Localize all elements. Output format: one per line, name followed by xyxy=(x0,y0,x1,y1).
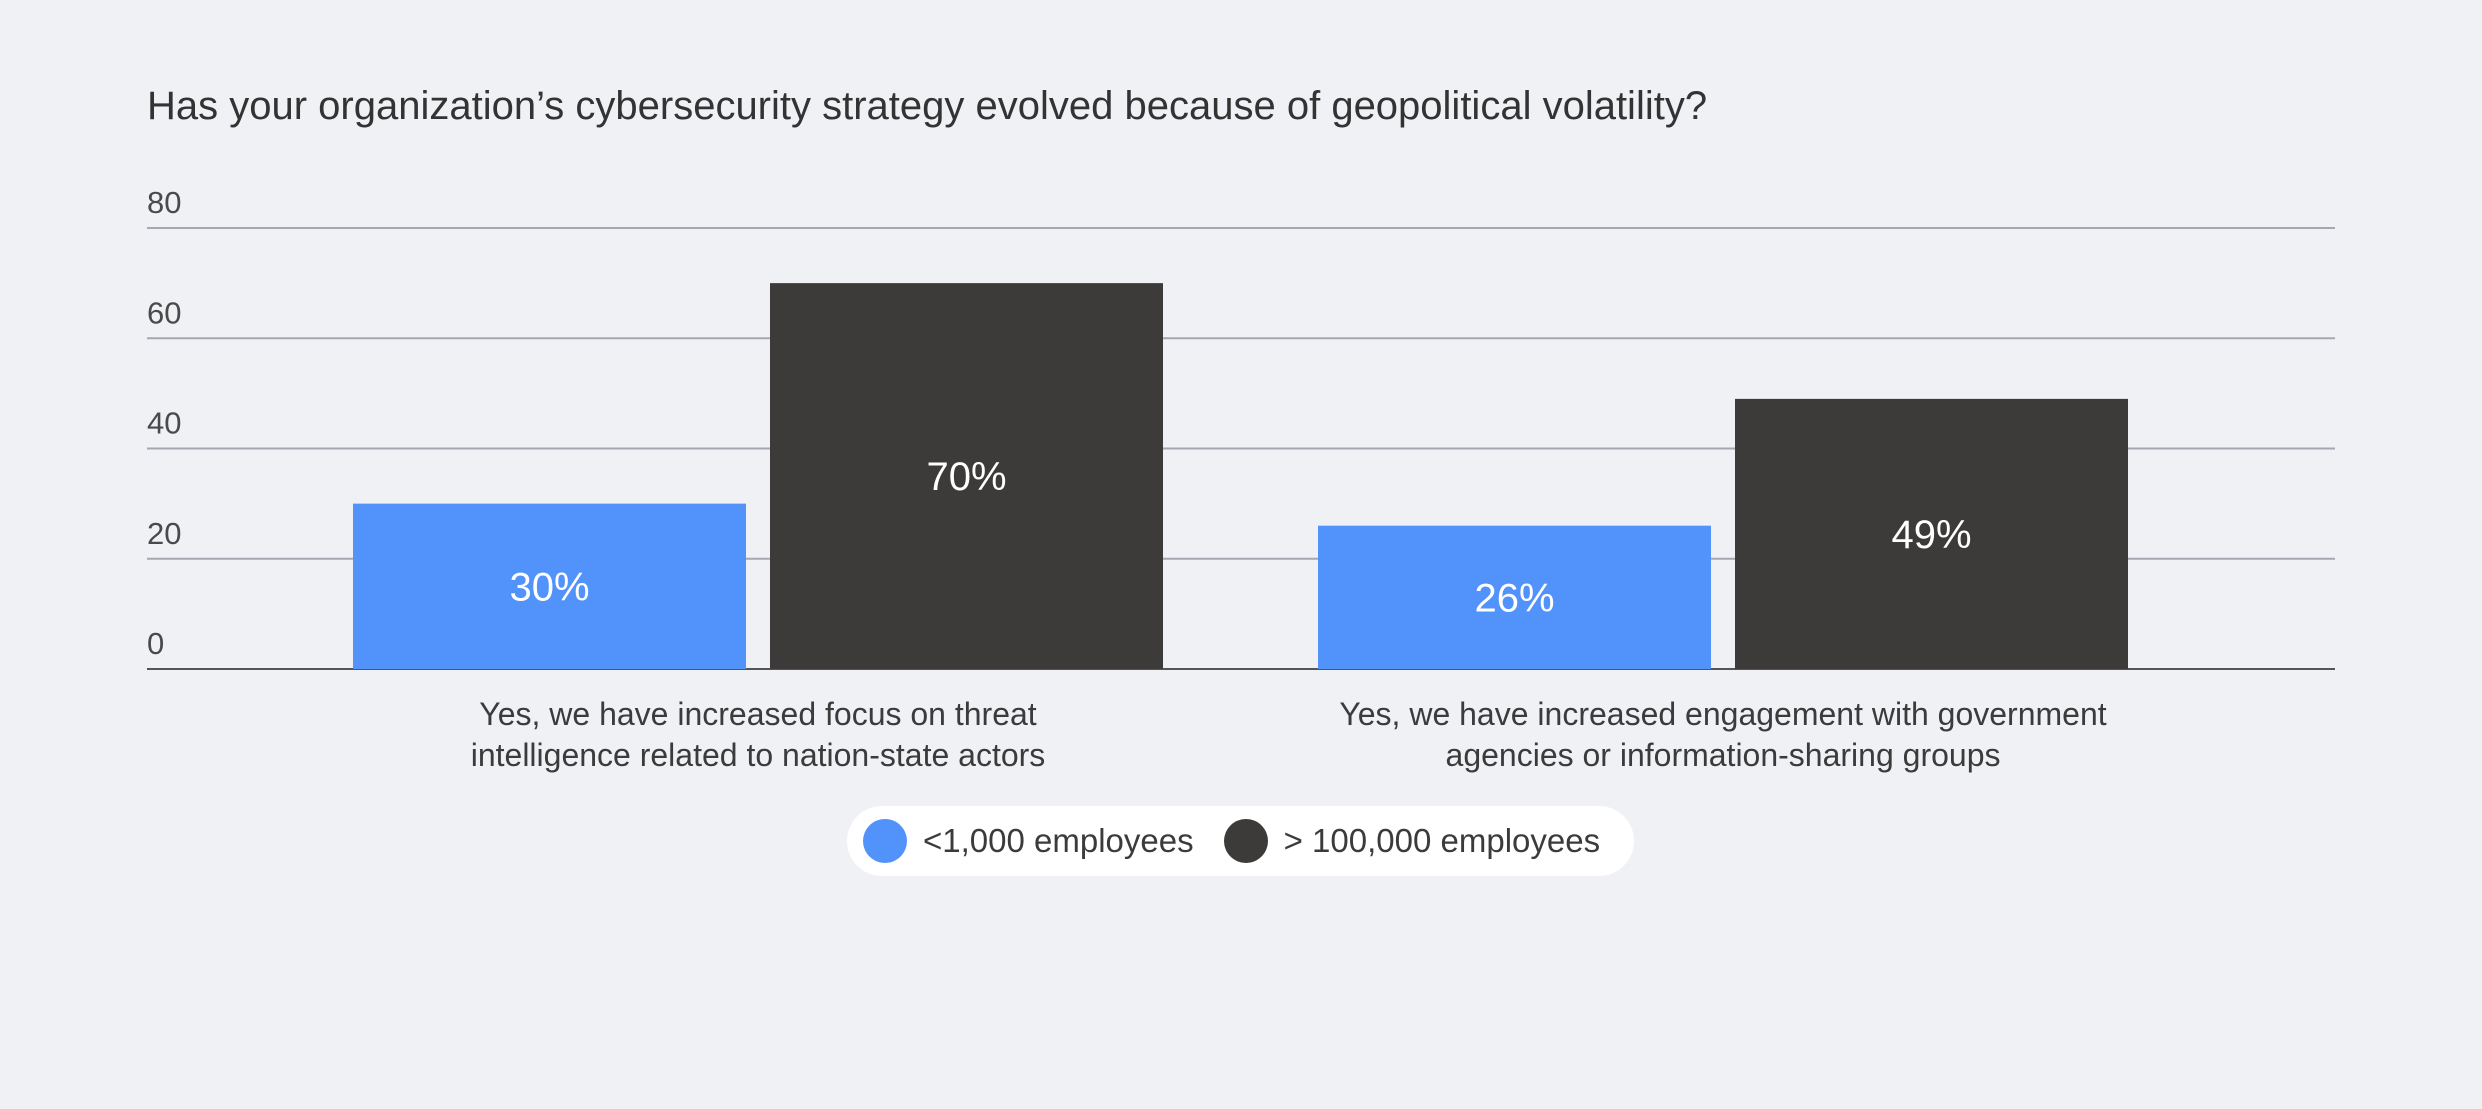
bar-value-label-series0-cat0: 30% xyxy=(509,565,589,609)
bar-series0-cat0 xyxy=(353,503,746,669)
legend-swatch-small-org xyxy=(863,819,907,863)
y-tick-label-40: 40 xyxy=(147,406,181,441)
category-label-0-line-1: intelligence related to nation-state act… xyxy=(471,737,1046,773)
legend-item-large-org: > 100,000 employees xyxy=(1223,819,1601,863)
bar-series0-cat1 xyxy=(1318,525,1711,669)
category-label-0-line-0: Yes, we have increased focus on threat xyxy=(479,696,1037,732)
legend-label-large-org: > 100,000 employees xyxy=(1283,822,1601,859)
legend-swatch-large-org xyxy=(1223,819,1268,863)
y-tick-label-80: 80 xyxy=(147,185,181,220)
category-label-1-line-0: Yes, we have increased engagement with g… xyxy=(1339,696,2106,732)
y-axis-ticks: 0 20 40 60 80 xyxy=(147,185,181,661)
legend-item-small-org: <1,000 employees xyxy=(863,819,1194,863)
bar-value-label-series1-cat1: 49% xyxy=(1891,513,1971,557)
bar-series1-cat1 xyxy=(1735,398,2128,669)
category-labels: Yes, we have increased focus on threat in… xyxy=(471,696,2107,773)
bar-value-label-series1-cat0: 70% xyxy=(926,455,1006,499)
category-label-1-line-1: agencies or information-sharing groups xyxy=(1446,737,2001,773)
bars: 30% 26% 70% 49% xyxy=(353,283,2128,669)
y-tick-label-0: 0 xyxy=(147,626,164,661)
y-tick-label-20: 20 xyxy=(147,516,181,551)
chart-title: Has your organization’s cybersecurity st… xyxy=(147,84,1708,128)
bar-value-label-series0-cat1: 26% xyxy=(1474,576,1554,620)
bar-series1-cat0 xyxy=(770,283,1163,669)
legend: <1,000 employees > 100,000 employees xyxy=(847,806,1635,876)
y-tick-label-60: 60 xyxy=(147,295,181,330)
legend-label-small-org: <1,000 employees xyxy=(923,822,1194,859)
